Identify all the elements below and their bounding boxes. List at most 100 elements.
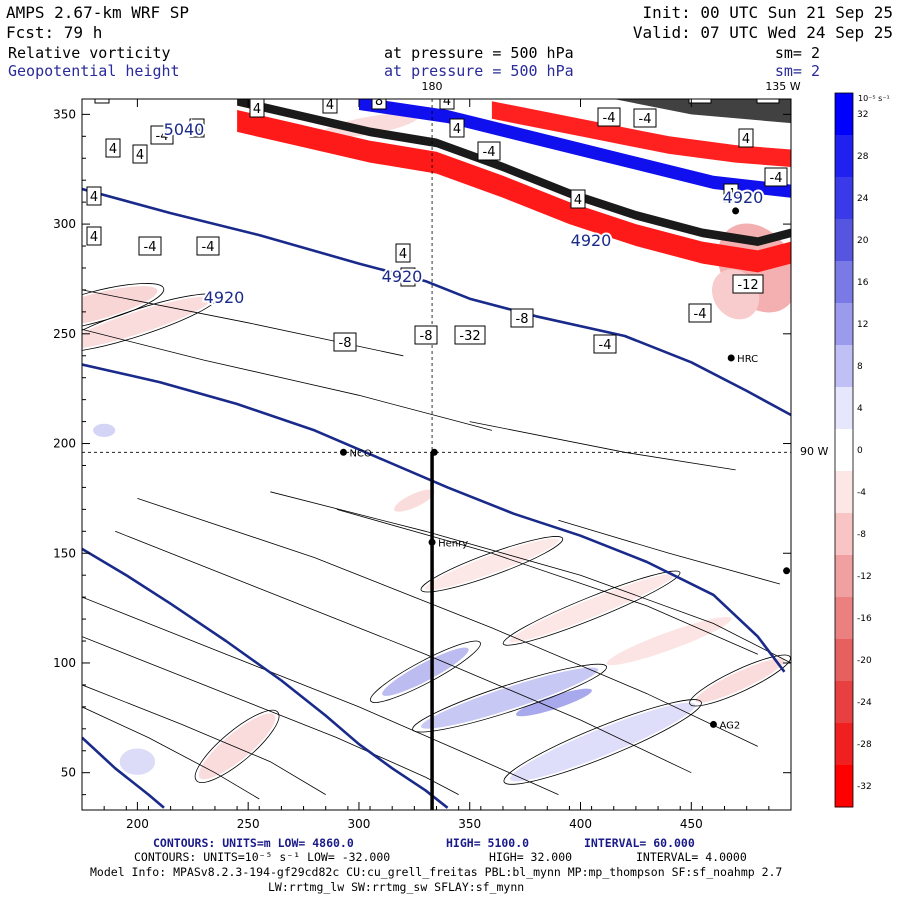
forecast-hour: Fcst: 79 h (6, 23, 102, 42)
station-marker-4 (430, 448, 438, 456)
vorticity-label-box (86, 186, 102, 206)
vorticity-label-text: 4 (399, 247, 407, 262)
colorbar-segment-16 (835, 765, 853, 808)
field2-name: Geopotential height (8, 62, 180, 80)
vorticity-label-13: 4 (570, 189, 586, 209)
model-info-radiation: LW:rrtmg_lw SW:rrtmg_sw SFLAY:sf_mynn (268, 880, 524, 894)
vorticity-label-9: -4 (138, 236, 162, 256)
vorticity-label-box (414, 325, 438, 345)
vorticity-label-40: 4 (226, 62, 240, 80)
vorticity-label-19: 4 (738, 128, 754, 148)
colorbar-segment-13 (835, 639, 853, 682)
vorticity-label-box (400, 267, 416, 287)
station-AG2: AG2 (709, 720, 740, 731)
vorticity-label-box (150, 125, 174, 145)
vorticity-label-text: 4 (253, 102, 261, 117)
x-tick-label-4: 400 (569, 817, 592, 831)
model-title: AMPS 2.67-km WRF SP (6, 3, 189, 22)
vorticity-label-text: -8 (339, 336, 352, 351)
vorticity-label-42: 4 (186, 50, 200, 68)
vorticity-contour-high: HIGH= 32.000 (489, 850, 572, 864)
vorticity-label-box (395, 243, 411, 263)
vorticity-label-box (189, 34, 203, 52)
height-contour-5040-2 (82, 547, 449, 809)
station-NCO: NCO (339, 448, 372, 459)
vorticity-label-12: 4 (86, 186, 102, 206)
vorticity-label-text: -8 (420, 329, 433, 344)
vorticity-label-text: -4 (762, 88, 775, 103)
vorticity-label-text: 4 (90, 190, 98, 205)
height-contour-info: CONTOURS: UNITS=m LOW= 4860.0 (153, 836, 354, 850)
vorticity-label-29: -4 (688, 99, 712, 104)
vorticity-label-4: -4 (593, 334, 617, 354)
vorticity-label-text: -4 (144, 240, 157, 255)
vorticity-label-box (633, 108, 657, 128)
vorticity-label-box (371, 99, 387, 110)
vorticity-label-box (226, 62, 240, 80)
axes: 200 250 300 350 400 450 50 100 150 200 250 300 350 (53, 99, 792, 831)
vorticity-label-box (249, 99, 265, 118)
colorbar-label-4: 16 (857, 278, 869, 288)
vorticity-patch-10 (509, 573, 674, 643)
valid-time: Valid: 07 UTC Wed 24 Sep 25 (633, 23, 893, 42)
vorticity-label-7: 4 (400, 267, 416, 287)
colorbar-label-10: -8 (857, 530, 866, 540)
marker-180: 180 (422, 80, 443, 93)
vorticity-label-box (322, 99, 338, 114)
colorbar-label-2: 24 (857, 194, 869, 204)
vorticity-label-text: 4 (326, 98, 334, 113)
colorbar-segment-5 (835, 303, 853, 346)
vorticity-label-text: 4 (136, 148, 144, 163)
vorticity-label-31: 4 (94, 99, 110, 104)
vorticity-label-box (248, 29, 270, 47)
vorticity-label-box (696, 74, 710, 92)
colorbar-segment-12 (835, 597, 853, 640)
strong-positive-vorticity-band (359, 99, 791, 198)
vorticity-label-26: 4 (322, 98, 338, 114)
vorticity-patch-1 (421, 667, 599, 729)
vorticity-label-box (732, 274, 764, 294)
station-dot (732, 207, 740, 215)
y-tick-label-4: 250 (53, 327, 76, 341)
marker-90w: 90 W (800, 445, 828, 458)
vorticity-label-0: -8 (333, 332, 357, 352)
height-label-5: 5040 (338, 62, 379, 81)
station-marker-6 (732, 207, 740, 215)
field2-level: at pressure = 500 hPa (384, 62, 574, 80)
vorticity-loop-1 (412, 663, 608, 733)
y-tick-label-1: 100 (53, 656, 76, 670)
vorticity-label-text: 4 (742, 132, 750, 147)
vorticity-patch-0 (382, 647, 469, 696)
colorbar-segment-2 (835, 177, 853, 220)
colorbar-label-6: 8 (857, 362, 863, 372)
station-dot (430, 448, 438, 456)
vorticity-contours (82, 283, 791, 800)
vorticity-label-box (510, 308, 534, 328)
vorticity-label-6: -12 (732, 274, 764, 294)
vorticity-loop-7 (689, 654, 791, 707)
vorticity-label-text: 4 (229, 65, 237, 80)
colorbar-label-3: 20 (857, 236, 869, 246)
vorticity-label-text: 8 (375, 94, 383, 109)
vorticity-label-text: -4 (253, 32, 266, 47)
vorticity-label-text: -4 (770, 171, 783, 186)
vorticity-label-28: 4 (439, 99, 455, 110)
init-time: Init: 00 UTC Sun 21 Sep 25 (643, 3, 893, 22)
vorticity-label-box (94, 99, 110, 104)
strong-negative-vorticity-band-north (491, 101, 791, 167)
vorticity-patch-12 (695, 658, 785, 703)
height-contour-high: HIGH= 5100.0 (446, 836, 529, 850)
vorticity-label-22: 4 (449, 118, 465, 138)
colorbar-frame (834, 92, 854, 808)
vorticity-label-2: -32 (454, 325, 486, 345)
vorticity-label-text: -8 (516, 312, 529, 327)
vorticity-contour-9 (82, 684, 326, 795)
colorbar-label-12: -16 (857, 614, 872, 624)
vorticity-loop-5 (420, 536, 564, 593)
vorticity-contour-3 (137, 498, 758, 747)
vorticity-patch-8 (198, 713, 276, 780)
colorbar-label-11: -12 (857, 572, 872, 582)
vorticity-label-10: -4 (196, 236, 220, 256)
height-contour-5040-3 (82, 736, 165, 809)
